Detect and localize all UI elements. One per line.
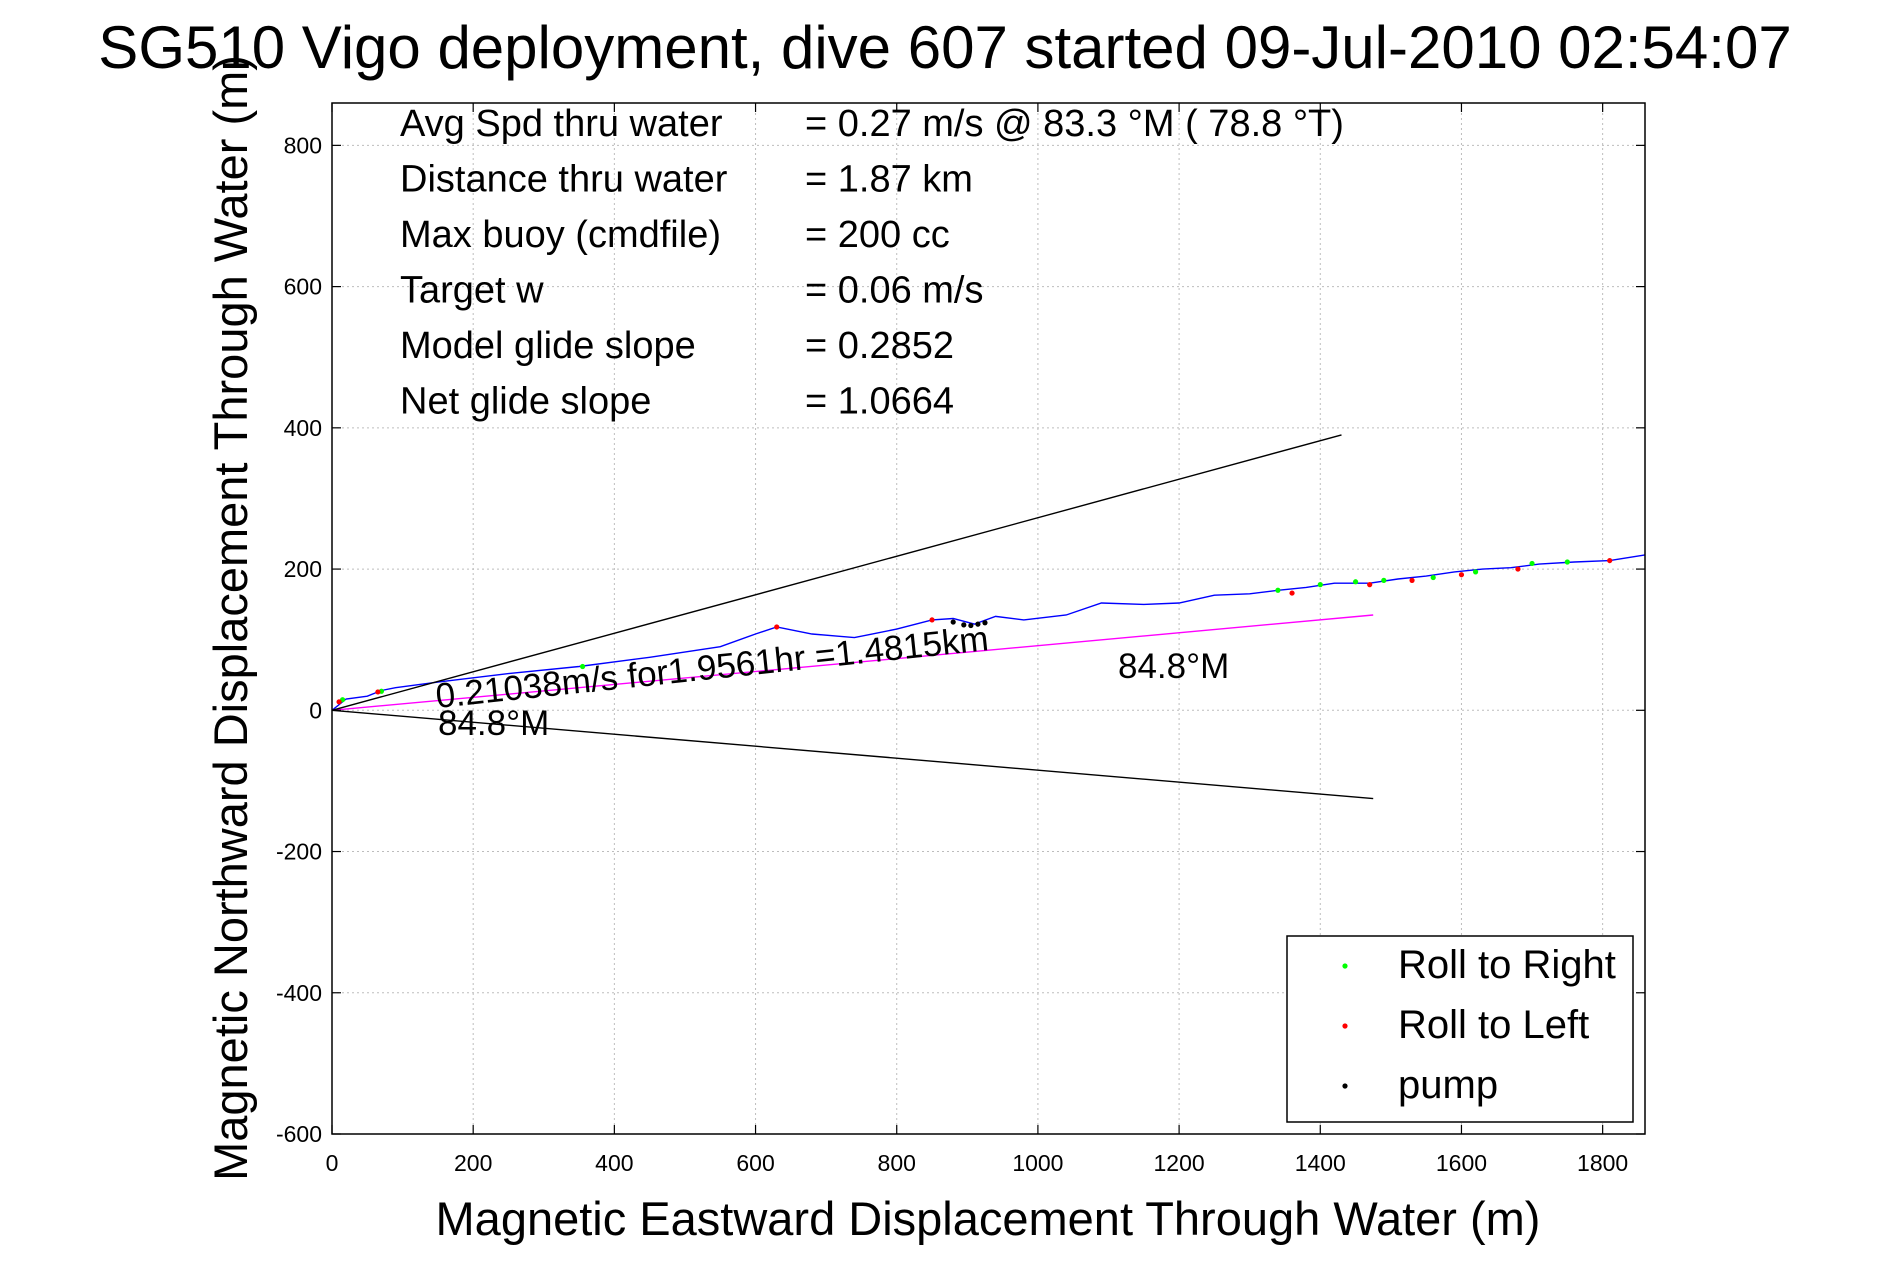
info-row-value: = 0.06 m/s bbox=[805, 270, 983, 312]
info-row-label: Net glide slope bbox=[400, 381, 651, 423]
heading-annotation-left: 84.8°M bbox=[438, 704, 549, 743]
info-row-value: = 0.27 m/s @ 83.3 °M ( 78.8 °T) bbox=[805, 103, 1344, 145]
x-tick-label: 0 bbox=[326, 1150, 339, 1176]
marker-point bbox=[1367, 582, 1373, 588]
marker-point bbox=[1352, 579, 1359, 585]
x-tick-label: 1000 bbox=[1012, 1150, 1063, 1176]
x-axis-label: Magnetic Eastward Displacement Through W… bbox=[436, 1192, 1541, 1245]
marker-point bbox=[1515, 566, 1521, 572]
marker-point bbox=[375, 689, 381, 695]
heading-annotation-right: 84.8°M bbox=[1118, 647, 1229, 686]
marker-point bbox=[929, 617, 935, 623]
legend-label: Roll to Right bbox=[1398, 943, 1616, 987]
marker-point bbox=[1381, 577, 1387, 583]
series-line bbox=[331, 614, 1374, 711]
x-tick-label: 200 bbox=[454, 1150, 492, 1176]
info-row-label: Max buoy (cmdfile) bbox=[400, 214, 721, 256]
x-tick-label: 1600 bbox=[1436, 1150, 1487, 1176]
y-tick-label: 400 bbox=[284, 415, 322, 441]
marker-point bbox=[950, 619, 956, 625]
legend-marker bbox=[1342, 963, 1348, 969]
series-line bbox=[331, 709, 1374, 800]
legend: Roll to Right Roll to Left pump bbox=[1286, 935, 1634, 1123]
marker-point bbox=[975, 621, 981, 627]
y-tick-label: 600 bbox=[284, 274, 322, 300]
marker-point bbox=[774, 624, 780, 630]
info-row-value: = 1.0664 bbox=[805, 381, 954, 423]
marker-point bbox=[1472, 569, 1479, 575]
y-tick-label: 0 bbox=[309, 697, 322, 723]
marker-point bbox=[336, 699, 342, 705]
x-tick-label: 1400 bbox=[1295, 1150, 1346, 1176]
marker-point bbox=[961, 622, 967, 628]
marker-point bbox=[579, 663, 586, 670]
legend-marker bbox=[1342, 1083, 1348, 1089]
y-tick-label: -200 bbox=[276, 839, 322, 865]
series-lines bbox=[331, 434, 1646, 800]
y-tick-label: -600 bbox=[276, 1121, 322, 1147]
info-row-label: Target w bbox=[400, 270, 544, 312]
chart-title: SG510 Vigo deployment, dive 607 started … bbox=[98, 14, 1791, 81]
info-row-value: = 1.87 km bbox=[805, 159, 973, 201]
marker-point bbox=[982, 620, 988, 626]
info-panel: Avg Spd thru water = 0.27 m/s @ 83.3 °M (… bbox=[400, 103, 1344, 423]
x-tick-label: 800 bbox=[878, 1150, 916, 1176]
x-tick-label: 600 bbox=[736, 1150, 774, 1176]
y-tick-label: 200 bbox=[284, 556, 322, 582]
info-row-label: Avg Spd thru water bbox=[400, 103, 723, 145]
y-axis-label: Magnetic Northward Displacement Through … bbox=[204, 55, 257, 1181]
marker-point bbox=[1529, 560, 1535, 567]
legend-marker bbox=[1342, 1023, 1348, 1029]
x-ticks: 0 200 400 600 800 1000 1200 1400 1600 1800 bbox=[326, 103, 1628, 1176]
marker-point bbox=[1458, 572, 1465, 578]
marker-point bbox=[1275, 587, 1281, 593]
x-tick-label: 1200 bbox=[1154, 1150, 1205, 1176]
marker-point bbox=[1564, 559, 1570, 565]
plot-frame bbox=[331, 102, 1646, 1135]
legend-label: pump bbox=[1398, 1063, 1498, 1107]
markers bbox=[336, 557, 1613, 705]
marker-point bbox=[1317, 582, 1323, 588]
info-row-label: Model glide slope bbox=[400, 325, 696, 367]
info-row-value: = 0.2852 bbox=[805, 325, 954, 367]
series-line bbox=[331, 434, 1342, 711]
info-row-label: Distance thru water bbox=[400, 159, 728, 201]
y-tick-label: 800 bbox=[284, 132, 322, 158]
marker-point bbox=[1607, 557, 1613, 564]
marker-point bbox=[1409, 577, 1415, 583]
x-tick-label: 400 bbox=[595, 1150, 633, 1176]
y-tick-label: -400 bbox=[276, 980, 322, 1006]
marker-point bbox=[1430, 574, 1436, 581]
info-row-value: = 200 cc bbox=[805, 214, 950, 256]
marker-point bbox=[968, 622, 974, 629]
marker-point bbox=[1289, 590, 1295, 596]
legend-label: Roll to Left bbox=[1398, 1003, 1589, 1047]
series-line bbox=[331, 554, 1646, 711]
x-tick-label: 1800 bbox=[1577, 1150, 1628, 1176]
y-ticks: -600 -400 -200 0 200 400 600 800 bbox=[276, 132, 1645, 1147]
